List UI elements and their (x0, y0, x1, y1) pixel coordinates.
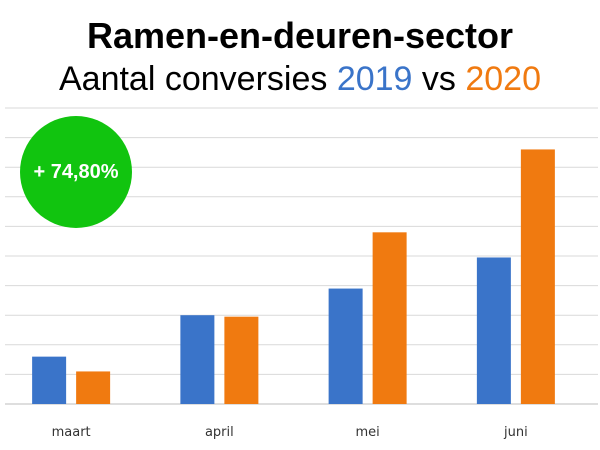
bar-2019-juni (476, 257, 511, 404)
bar-2019-mei (328, 288, 363, 404)
chart-subtitle: Aantal conversies 2019 vs 2020 (0, 58, 600, 100)
bar-2020-mei (372, 232, 407, 404)
subtitle-prefix: Aantal conversies (58, 60, 328, 98)
subtitle-series-2019: 2019 (336, 60, 413, 98)
bars (32, 149, 555, 404)
bar-2020-maart (76, 371, 111, 404)
growth-badge-label: + 74,80% (33, 160, 119, 183)
x-tick-label: mei (355, 425, 379, 440)
subtitle-connector: vs (421, 60, 456, 98)
chart-title: Ramen-en-deuren-sector (86, 15, 514, 56)
bar-2020-april (224, 316, 259, 404)
chart-title-block: Ramen-en-deuren-sector Aantal conversies… (0, 14, 600, 100)
growth-badge: + 74,80% (20, 116, 132, 228)
bar-2020-juni (520, 149, 555, 404)
x-tick-label: april (205, 425, 234, 440)
x-axis-labels: maart april mei juni (52, 425, 528, 440)
bar-2019-april (180, 315, 215, 404)
x-tick-label: maart (52, 425, 91, 440)
bar-2019-maart (32, 356, 67, 404)
subtitle-series-2020: 2020 (465, 60, 541, 98)
x-tick-label: juni (503, 425, 528, 440)
